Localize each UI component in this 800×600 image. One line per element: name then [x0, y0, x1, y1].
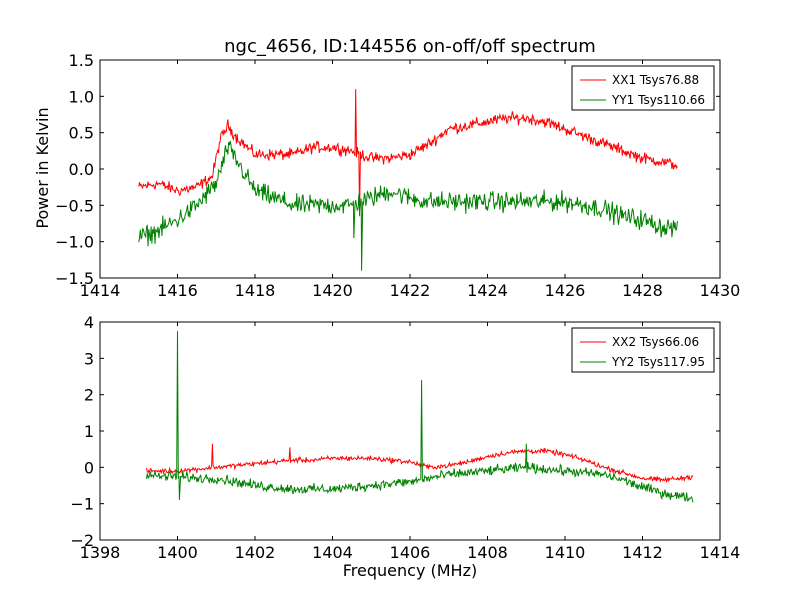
x-tick-label: 1410 — [545, 543, 586, 562]
x-tick-label: 1418 — [235, 281, 276, 300]
legend-label: YY1 Tsys110.66 — [611, 93, 705, 107]
y-tick-label: −1 — [70, 495, 94, 514]
y-tick-label: 1.5 — [69, 51, 94, 70]
legend-box — [571, 65, 715, 111]
x-tick-label: 1420 — [312, 281, 353, 300]
legend-label: XX1 Tsys76.88 — [612, 73, 699, 87]
series-line-xx2 — [146, 443, 694, 484]
legend-label: XX2 Tsys66.06 — [612, 335, 699, 349]
x-tick-label: 1414 — [80, 281, 121, 300]
y-tick-label: −1.0 — [55, 233, 94, 252]
x-tick-label: 1402 — [235, 543, 276, 562]
bottom-plot: 1398 1400 1402 1404 1406 1408 1410 1412 1414−2−1… — [70, 313, 740, 562]
y-tick-label: 0 — [84, 458, 94, 477]
series-line-yy2 — [146, 331, 694, 503]
y-tick-label: 0.0 — [69, 160, 94, 179]
x-tick-label: 1414 — [700, 543, 741, 562]
y-tick-label: 1 — [84, 422, 94, 441]
x-tick-label: 1424 — [467, 281, 508, 300]
y-tick-label: 3 — [84, 349, 94, 368]
series-line-xx1 — [138, 89, 678, 217]
y-tick-label: 4 — [84, 313, 94, 332]
x-tick-label: 1400 — [157, 543, 198, 562]
legend-box — [571, 327, 715, 373]
x-tick-label: 1416 — [157, 281, 198, 300]
x-tick-label: 1408 — [467, 543, 508, 562]
y-tick-label: −2 — [70, 531, 94, 550]
x-tick-label: 1398 — [80, 543, 121, 562]
legend-label: YY2 Tsys117.95 — [611, 355, 705, 369]
y-tick-label: −0.5 — [55, 196, 94, 215]
x-axis-label: Frequency (MHz) — [343, 561, 477, 580]
x-tick-label: 1406 — [390, 543, 431, 562]
series-line-yy1 — [138, 140, 678, 271]
x-tick-label: 1412 — [622, 543, 663, 562]
x-tick-label: 1428 — [622, 281, 663, 300]
x-tick-label: 1430 — [700, 281, 741, 300]
chart-title: ngc_4656, ID:144556 on-off/off spectrum — [224, 36, 596, 57]
x-tick-label: 1426 — [545, 281, 586, 300]
x-tick-label: 1422 — [390, 281, 431, 300]
legend: XX1 Tsys76.88 YY1 Tsys110.66 — [571, 65, 715, 111]
y-tick-label: 0.5 — [69, 124, 94, 143]
legend: XX2 Tsys66.06 YY2 Tsys117.95 — [571, 327, 715, 373]
y-tick-label: 1.0 — [69, 87, 94, 106]
x-tick-label: 1404 — [312, 543, 353, 562]
y-tick-label: 2 — [84, 386, 94, 405]
top-plot: 1414 1416 1418 1420 1422 1424 1426 1428 1430 −1.5… — [55, 51, 740, 300]
y-axis-label: Power in Kelvin — [33, 107, 52, 228]
y-tick-label: −1.5 — [55, 269, 94, 288]
